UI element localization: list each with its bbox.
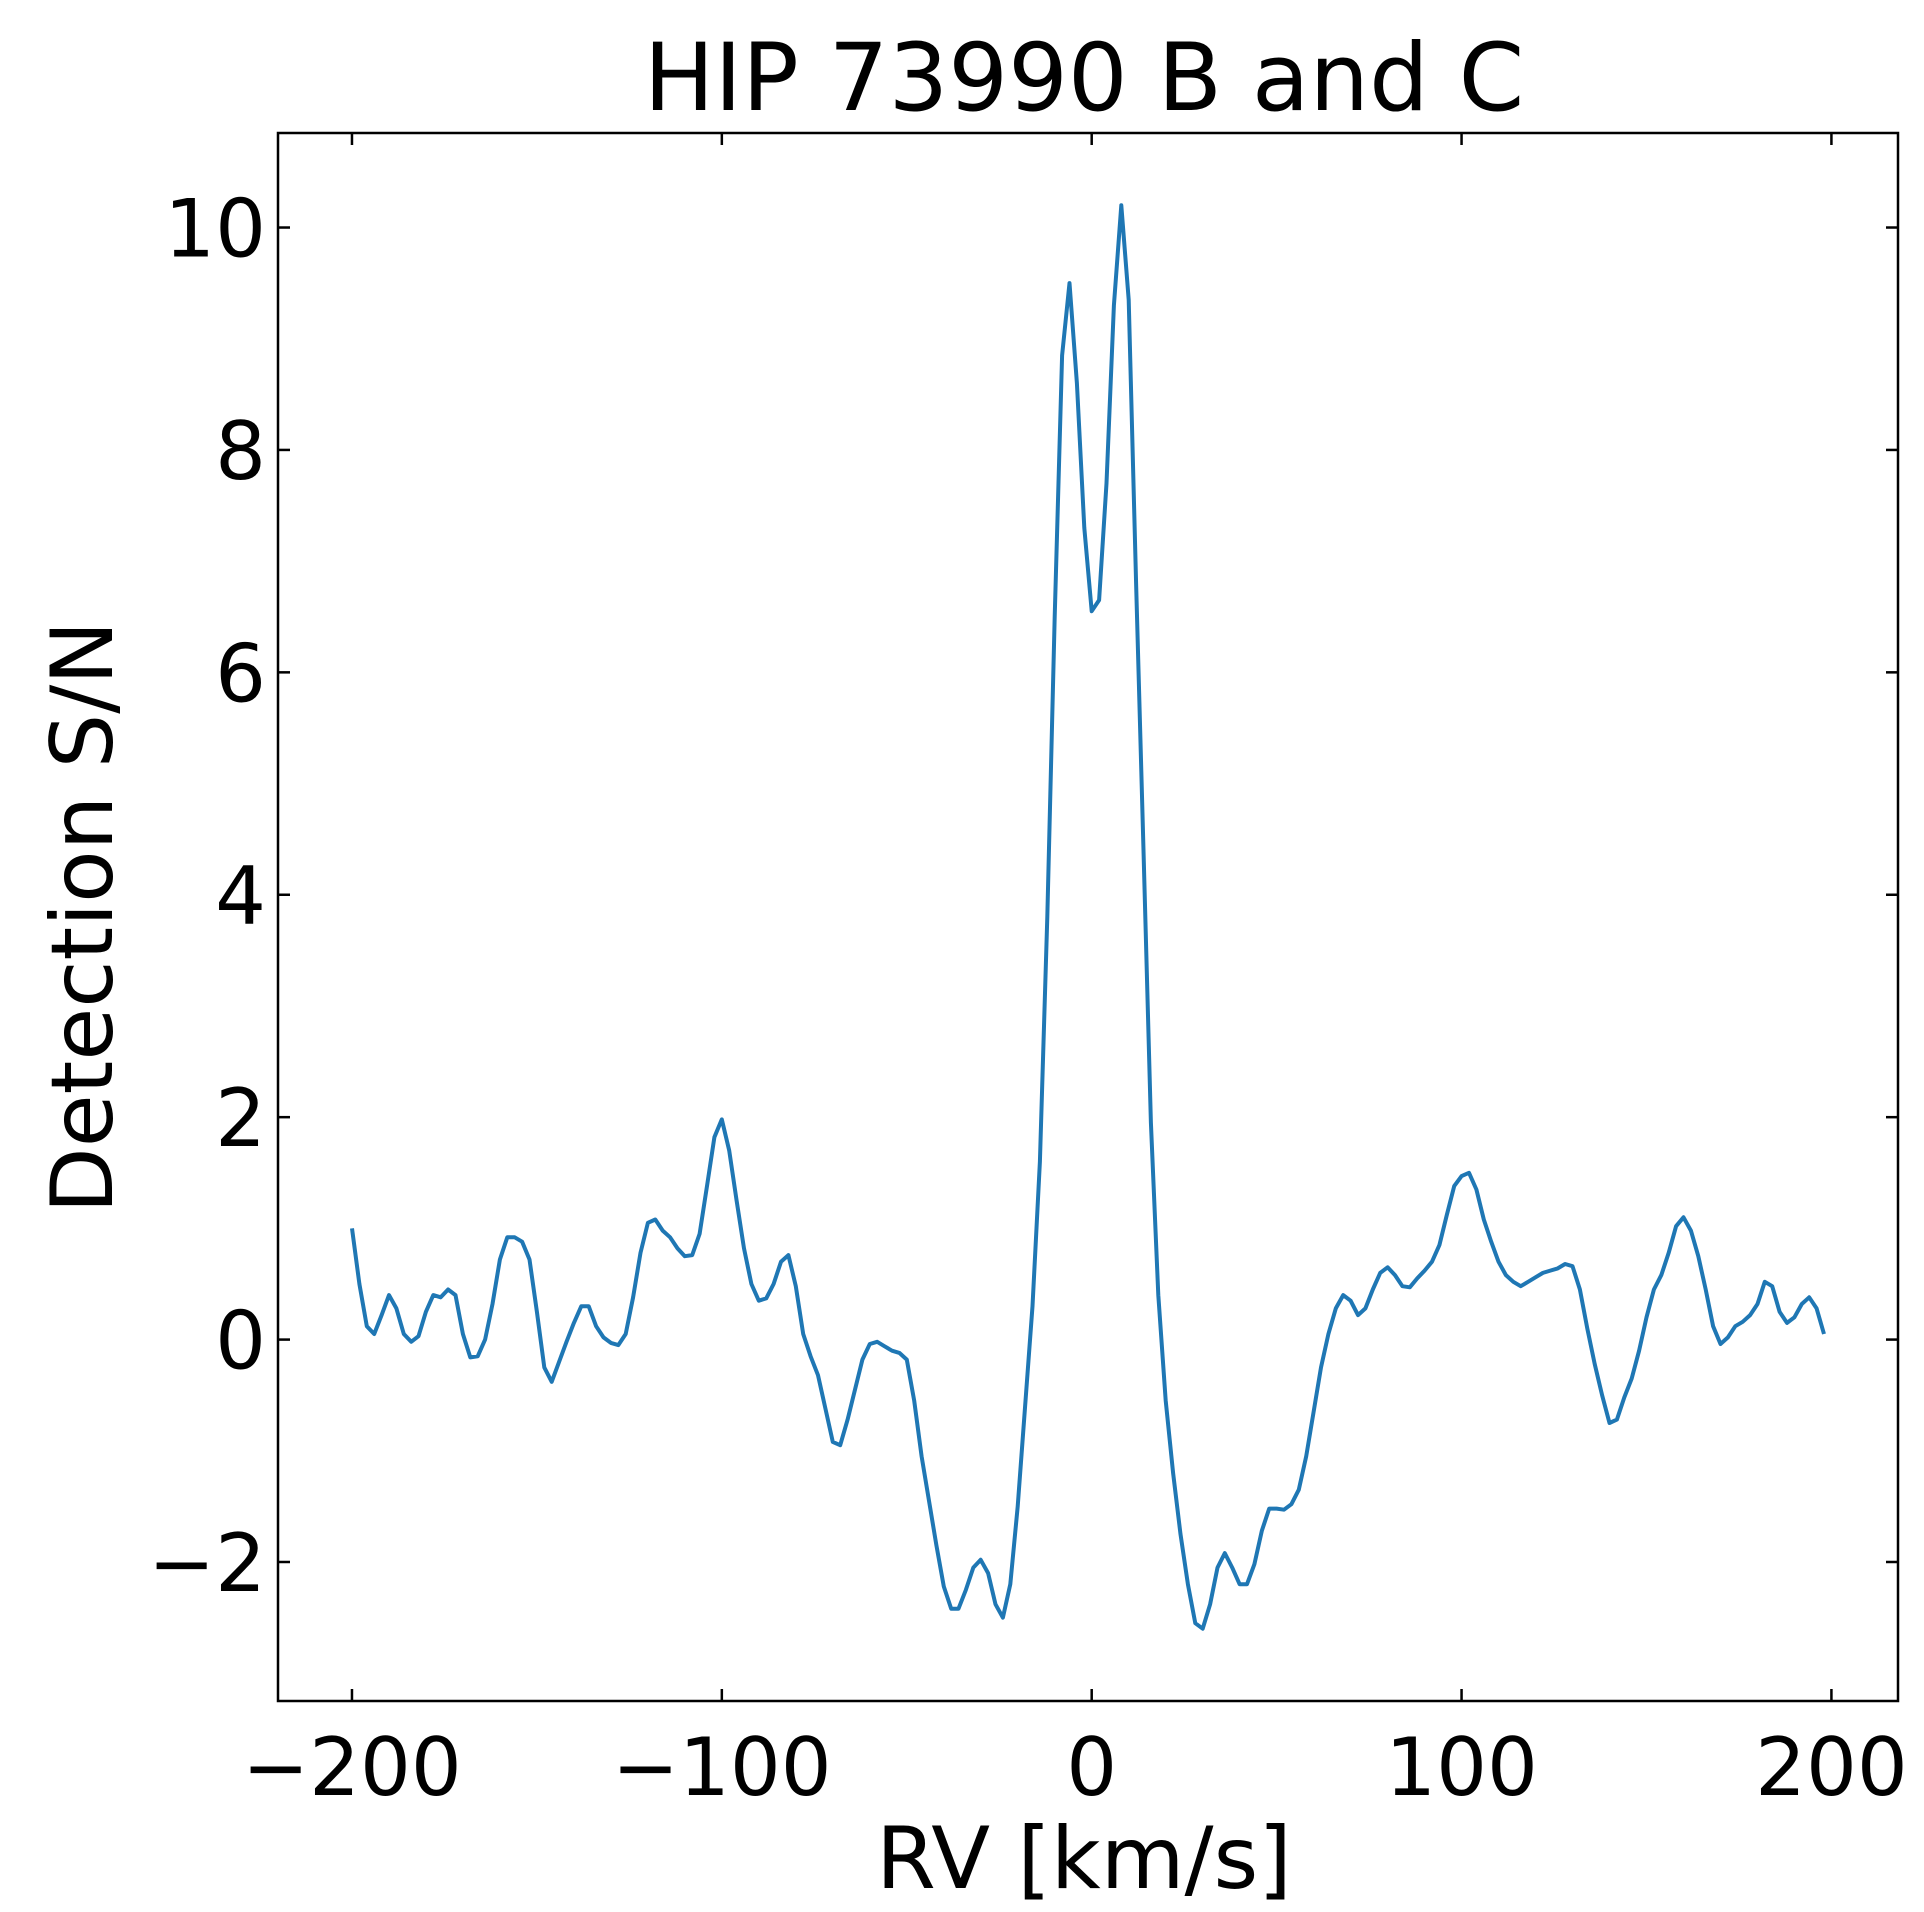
plot-lines xyxy=(350,203,1826,1631)
x-tick-label: 0 xyxy=(1066,1721,1117,1814)
y-axis-label: Detection S/N xyxy=(33,620,133,1213)
y-tick-label: 6 xyxy=(215,627,266,720)
x-tick-label: 200 xyxy=(1755,1721,1908,1814)
y-tick-label: 0 xyxy=(215,1295,266,1388)
y-tick-label: 8 xyxy=(215,405,266,498)
y-tick-label: 2 xyxy=(215,1072,266,1165)
y-tick-label: −2 xyxy=(148,1517,266,1610)
x-tick-label: −100 xyxy=(612,1721,832,1814)
plot-area xyxy=(276,131,1900,1703)
x-axis-label: RV [km/s] xyxy=(876,1809,1292,1909)
x-tick-label: 100 xyxy=(1385,1721,1538,1814)
x-tick-label: −200 xyxy=(242,1721,462,1814)
y-tick-label: 10 xyxy=(164,183,266,276)
axis-ticks: −200 −100 0 100 200 −2 0 2 4 6 8 10 xyxy=(148,133,1908,1814)
chart-title: HIP 73990 B and C xyxy=(644,24,1525,133)
sn-curve xyxy=(350,203,1826,1631)
y-tick-label: 4 xyxy=(215,850,266,943)
